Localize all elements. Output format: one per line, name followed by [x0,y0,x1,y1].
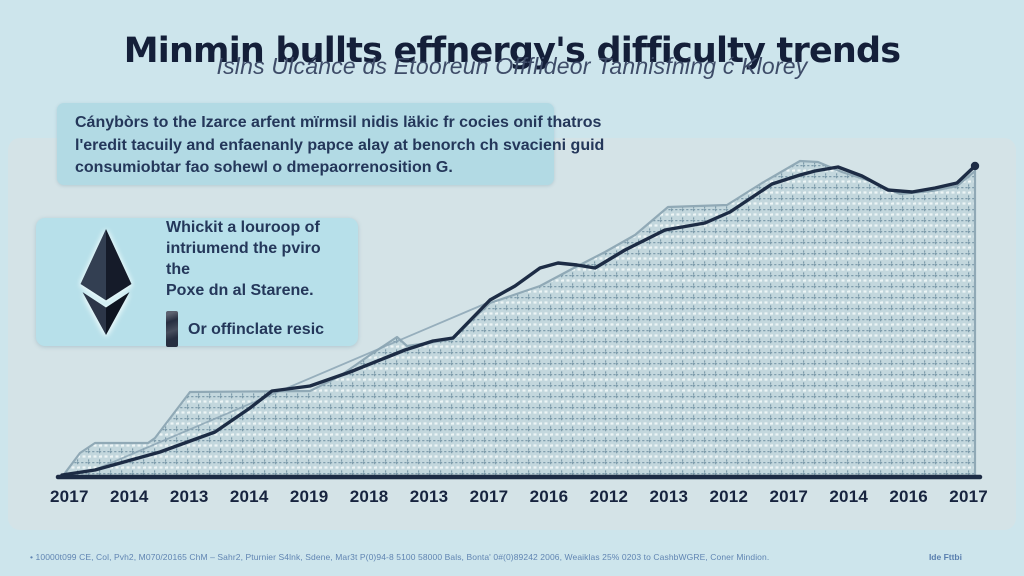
x-axis-tick-label: 2012 [709,487,749,506]
ethereum-card-text: Whickit a louroop of intriumend the pvir… [166,217,348,348]
legend-label: Or offinclate resic [188,320,325,338]
description-line-1: Cánybòrs to the Izarce arfent mïrmsil ni… [75,114,602,131]
legend-row: Or offinclate resic [166,311,348,348]
description-line-2: l'eredit tacuily and enfaenanly papce al… [75,136,605,154]
x-axis-tick-label: 2012 [589,487,629,506]
line-end-dot [970,161,980,171]
footer-source-note: • 10000t099 CE, Col, Pvh2, M070/20165 Ch… [30,552,770,562]
x-axis-tick-label: 2013 [409,487,449,506]
x-axis-tick-label: 2013 [169,487,209,506]
description-box: Cánybòrs to the Izarce arfent mïrmsil ni… [57,103,605,185]
x-axis-tick-label: 2017 [949,487,988,506]
x-axis-tick-label: 2016 [529,487,569,506]
page-title: Minmin bullts effnergy's difficulty tren… [123,31,901,72]
x-axis-tick-label: 2018 [349,487,389,506]
page-subtitle: Islns Ulcánce ds Etooreun Offflideor Tan… [216,53,808,79]
x-axis-tick-label: 2017 [469,487,509,506]
x-axis-tick-label: 2013 [649,487,689,506]
ethereum-card-line-3: Poxe dn al Starene. [166,282,314,300]
footer-credit: Ide Fttbi [928,552,962,562]
legend-bar-icon [166,311,178,348]
x-axis-tick-label: 2017 [769,487,809,506]
ethereum-logo-icon [46,227,166,337]
difficulty-trend-line [60,164,977,477]
x-axis-tick-label: 2014 [829,487,869,506]
ethereum-card-line-1: Whickit a louroop of [166,218,320,236]
ethereum-card-line-2: intriumend the pviro the [166,239,321,278]
ethereum-card: Whickit a louroop of intriumend the pvir… [36,217,358,348]
x-axis-tick-label: 2017 [50,487,89,506]
x-axis-tick-label: 2014 [229,487,269,506]
x-axis-tick-label: 2016 [889,487,928,506]
x-axis-tick-label: 2014 [109,487,149,506]
x-axis-tick-label: 2019 [289,487,329,506]
x-axis-labels: 2017 2014 2013 2014 2019 2018 2013 2017 2016 2012… [50,487,988,507]
description-line-3: consumiobtar fao sohewl o dmepaorrenosit… [75,159,453,177]
